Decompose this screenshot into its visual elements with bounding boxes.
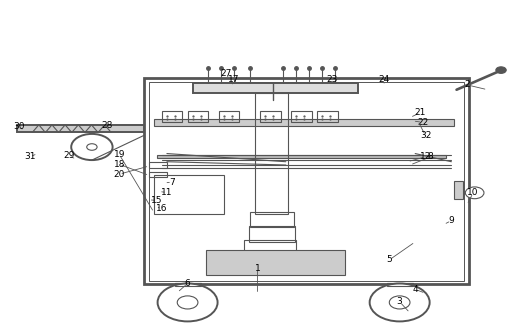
Bar — [175, 283, 201, 286]
Text: 15: 15 — [151, 196, 162, 205]
Text: 1: 1 — [254, 264, 261, 273]
Text: 16: 16 — [156, 204, 167, 213]
Bar — [244, 240, 296, 253]
Bar — [149, 82, 464, 281]
Bar — [387, 283, 412, 286]
Bar — [249, 225, 295, 242]
Text: 17: 17 — [228, 76, 240, 84]
Text: 6: 6 — [185, 279, 190, 288]
Bar — [17, 125, 144, 132]
Text: 32: 32 — [420, 131, 431, 140]
Bar — [206, 250, 345, 275]
Bar — [291, 111, 311, 122]
Text: 12: 12 — [420, 152, 431, 161]
Text: 24: 24 — [379, 76, 390, 84]
Text: 31: 31 — [24, 152, 35, 161]
Circle shape — [389, 296, 410, 309]
Text: 27: 27 — [220, 69, 232, 78]
Text: 19: 19 — [113, 150, 125, 159]
Bar — [255, 93, 289, 214]
Bar — [260, 111, 281, 122]
Circle shape — [465, 187, 484, 199]
Bar — [157, 154, 446, 158]
Bar — [154, 119, 454, 126]
Bar — [149, 172, 167, 178]
Text: 22: 22 — [417, 118, 428, 127]
Bar — [144, 78, 470, 284]
Bar — [454, 182, 463, 199]
Bar — [193, 83, 358, 93]
Text: 20: 20 — [114, 170, 125, 179]
Text: 28: 28 — [102, 121, 113, 130]
Text: 29: 29 — [63, 151, 74, 160]
Circle shape — [177, 296, 198, 309]
Text: 23: 23 — [327, 76, 338, 84]
Text: 18: 18 — [113, 160, 125, 169]
Text: 4: 4 — [412, 285, 418, 294]
Bar — [154, 175, 224, 214]
Text: 11: 11 — [161, 188, 173, 197]
Bar — [317, 111, 337, 122]
Text: 7: 7 — [169, 178, 175, 186]
Text: 3: 3 — [397, 297, 402, 306]
Bar — [250, 213, 294, 227]
Text: 9: 9 — [448, 216, 454, 225]
Text: 30: 30 — [14, 122, 25, 131]
Bar — [149, 162, 167, 168]
Text: 2: 2 — [464, 80, 470, 89]
Bar — [188, 111, 209, 122]
Bar — [162, 111, 183, 122]
Text: 10: 10 — [467, 188, 479, 197]
Circle shape — [370, 283, 430, 321]
Text: 5: 5 — [386, 255, 392, 264]
Bar — [218, 111, 239, 122]
Circle shape — [158, 283, 217, 321]
Circle shape — [71, 134, 113, 160]
Circle shape — [496, 67, 506, 73]
Circle shape — [87, 144, 97, 150]
Text: 8: 8 — [428, 152, 434, 161]
Text: 21: 21 — [414, 108, 426, 117]
